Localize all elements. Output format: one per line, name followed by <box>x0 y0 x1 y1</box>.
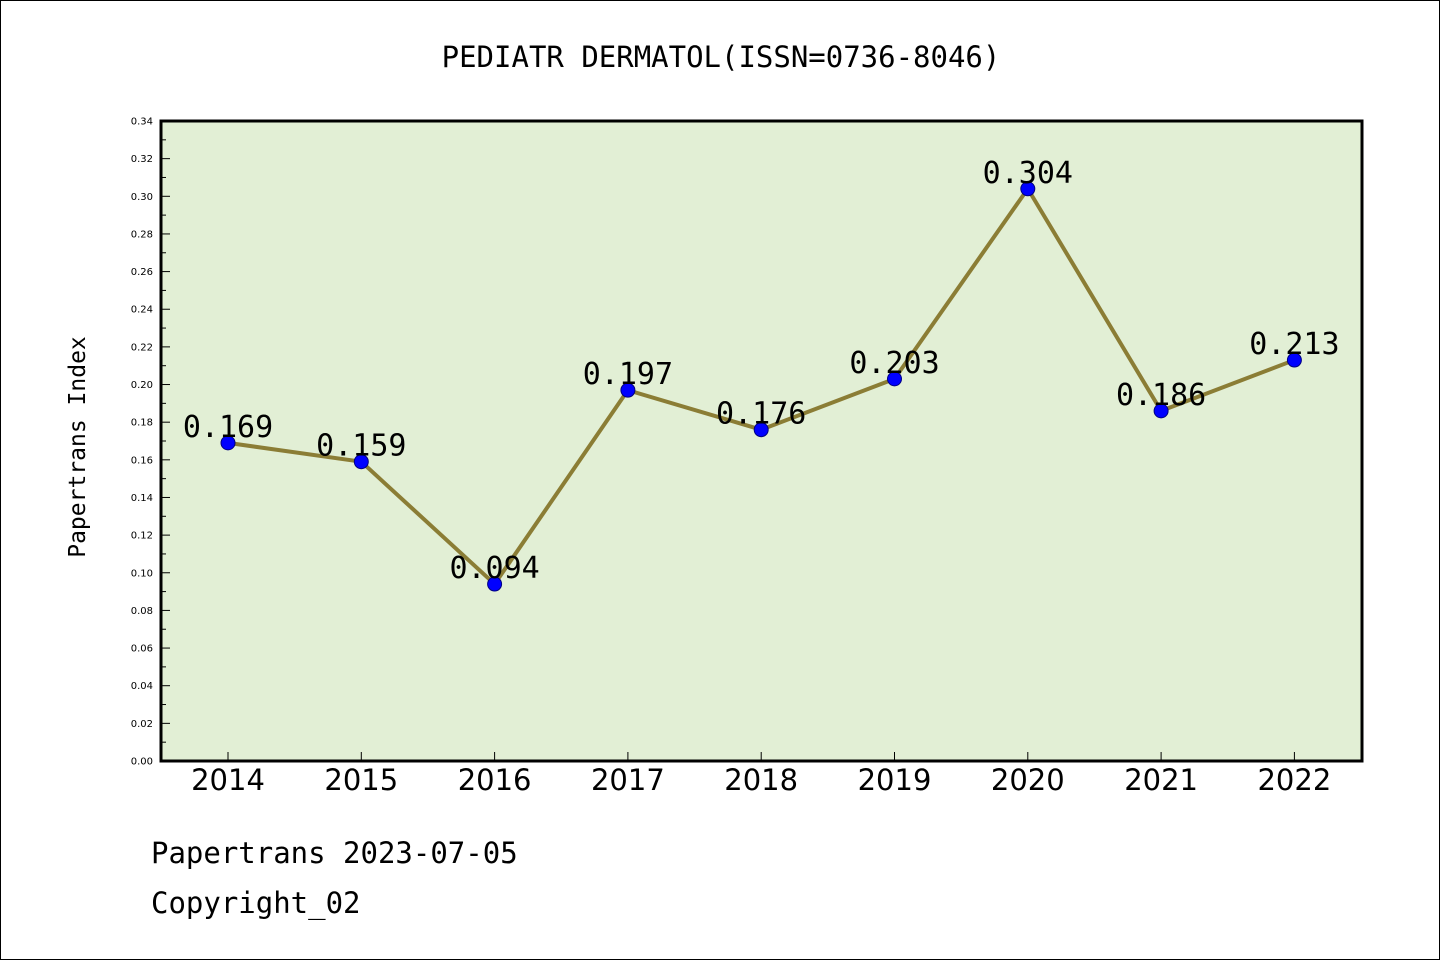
y-tick-label: 0.32 <box>131 154 153 165</box>
y-tick-label: 0.14 <box>131 493 153 504</box>
data-label: 0.213 <box>1249 327 1339 362</box>
y-axis-label: Papertrans Index <box>65 336 91 558</box>
data-point <box>620 382 636 398</box>
x-tick-label: 2022 <box>1257 763 1331 797</box>
x-tick-label: 2019 <box>858 763 932 797</box>
y-tick-label: 0.24 <box>131 305 153 316</box>
data-point <box>887 371 902 387</box>
y-tick-label: 0.00 <box>131 757 153 768</box>
footer-copyright: Copyright_02 <box>151 886 361 920</box>
data-labels: 0.169 0.159 0.094 0.197 0.176 0.203 0.304 0.186… <box>183 156 1340 586</box>
y-tick-label: 0.16 <box>131 455 153 466</box>
data-label: 0.159 <box>316 429 406 464</box>
data-label: 0.197 <box>583 357 673 392</box>
data-label: 0.169 <box>183 410 273 445</box>
y-tick-label: 0.30 <box>131 192 153 203</box>
y-tick-label: 0.18 <box>131 418 153 429</box>
y-tick-label: 0.08 <box>131 606 153 617</box>
x-tick-label: 2017 <box>591 763 665 797</box>
x-tick-label: 2018 <box>724 763 798 797</box>
y-tick-label: 0.34 <box>131 117 153 128</box>
y-tick-label: 0.20 <box>131 380 153 391</box>
data-label: 0.304 <box>983 156 1073 191</box>
y-tick-label: 0.06 <box>131 644 153 655</box>
data-label: 0.094 <box>449 551 539 586</box>
data-label: 0.176 <box>716 397 806 432</box>
data-point <box>220 435 236 451</box>
y-tick-label: 0.04 <box>131 681 153 692</box>
y-tick-label: 0.02 <box>131 719 153 730</box>
data-label: 0.186 <box>1116 378 1206 413</box>
data-point <box>1020 181 1036 197</box>
plot-area <box>161 121 1362 761</box>
y-tick-label: 0.26 <box>131 267 153 278</box>
x-tick-label: 2014 <box>191 763 265 797</box>
data-point <box>353 454 369 470</box>
data-point <box>487 576 503 592</box>
x-tick-label: 2020 <box>991 763 1065 797</box>
x-tick-label: 2021 <box>1124 763 1198 797</box>
y-tick-label: 0.12 <box>131 531 153 542</box>
y-tick-label: 0.28 <box>131 229 153 240</box>
x-tick-label: 2016 <box>458 763 532 797</box>
data-label: 0.203 <box>849 346 939 381</box>
y-tick-label: 0.22 <box>131 342 153 353</box>
chart-title: PEDIATR DERMATOL(ISSN=0736-8046) <box>442 40 1001 74</box>
data-point <box>1286 352 1302 368</box>
data-points <box>220 181 1302 592</box>
data-point <box>753 422 769 438</box>
plot-border <box>159 119 1364 763</box>
data-point <box>1153 403 1169 419</box>
x-axis: 2014 2015 2016 2017 2018 2019 2020 2021 2022 <box>191 752 1331 797</box>
x-tick-label: 2015 <box>324 763 398 797</box>
y-tick-label: 0.10 <box>131 568 153 579</box>
footer-date-line: Papertrans 2023-07-05 <box>151 836 518 870</box>
